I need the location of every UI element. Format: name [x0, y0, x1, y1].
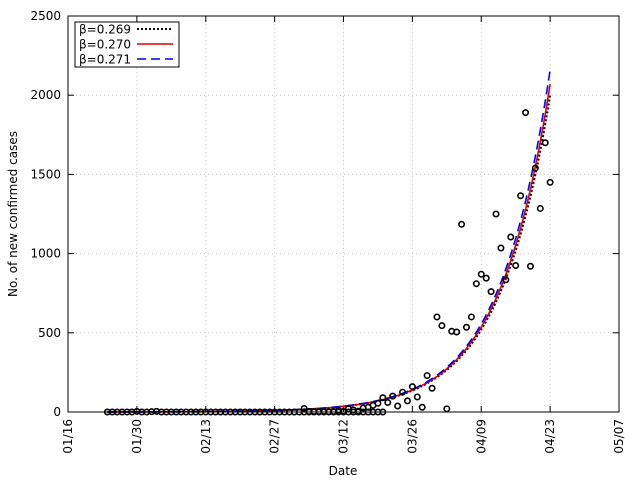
x-tick-label: 03/12 — [337, 419, 351, 454]
data-point — [487, 288, 495, 296]
x-tick-label: 03/26 — [405, 419, 419, 454]
data-point — [403, 397, 411, 405]
data-point — [379, 394, 387, 402]
y-tick-label: 500 — [38, 326, 61, 340]
x-tick-label: 02/27 — [268, 419, 282, 454]
data-point — [546, 178, 554, 186]
x-tick-label: 04/09 — [474, 419, 488, 454]
legend-label: β=0.270 — [79, 38, 131, 52]
data-point — [438, 322, 446, 330]
y-tick-label: 2500 — [30, 9, 61, 23]
data-point — [300, 405, 308, 413]
data-point — [423, 372, 431, 380]
data-point — [522, 109, 530, 117]
grid — [68, 16, 619, 412]
observed-points — [103, 109, 554, 416]
legend-label: β=0.269 — [79, 23, 131, 37]
data-point — [477, 270, 485, 278]
data-point — [354, 407, 362, 415]
data-point — [517, 192, 525, 200]
x-axis-label: Date — [329, 464, 358, 478]
data-point — [536, 204, 544, 212]
data-point — [497, 244, 505, 252]
x-tick-labels: 01/16 01/30 02/13 02/27 03/12 03/26 04/09 04/23… — [61, 419, 626, 454]
data-point — [389, 392, 397, 400]
x-tick-label: 02/13 — [199, 419, 213, 454]
x-tick-label: 04/23 — [543, 419, 557, 454]
data-point — [443, 405, 451, 413]
y-tick-label: 1500 — [30, 167, 61, 181]
data-point — [408, 383, 416, 391]
data-point — [399, 388, 407, 396]
data-point — [374, 399, 382, 407]
data-point — [394, 402, 402, 410]
y-tick-label: 1000 — [30, 247, 61, 261]
series-line — [107, 69, 551, 413]
series-line — [107, 83, 551, 413]
fit-curves — [107, 69, 552, 413]
data-point — [418, 403, 426, 411]
y-tick-labels: 0 500 1000 1500 2000 2500 — [30, 9, 61, 419]
x-tick-label: 05/07 — [612, 419, 626, 454]
data-point — [502, 276, 510, 284]
data-point — [531, 164, 539, 172]
data-point — [526, 262, 534, 270]
data-point — [467, 313, 475, 321]
data-point — [453, 328, 461, 336]
axis-ticks — [67, 15, 620, 413]
y-tick-label: 2000 — [30, 88, 61, 102]
y-tick-label: 0 — [53, 405, 61, 419]
data-point — [492, 210, 500, 218]
data-point — [482, 274, 490, 282]
x-tick-label: 01/30 — [130, 419, 144, 454]
data-point — [433, 313, 441, 321]
data-point — [472, 280, 480, 288]
x-tick-label: 01/16 — [61, 419, 75, 454]
data-point — [462, 323, 470, 331]
y-axis-label: No. of new confirmed cases — [6, 131, 20, 297]
data-point — [428, 384, 436, 392]
data-point — [512, 261, 520, 269]
data-point — [413, 393, 421, 401]
legend-label: β=0.271 — [79, 53, 131, 67]
data-point — [507, 233, 515, 241]
data-point — [458, 220, 466, 228]
data-point — [384, 398, 392, 406]
data-point — [541, 139, 549, 147]
